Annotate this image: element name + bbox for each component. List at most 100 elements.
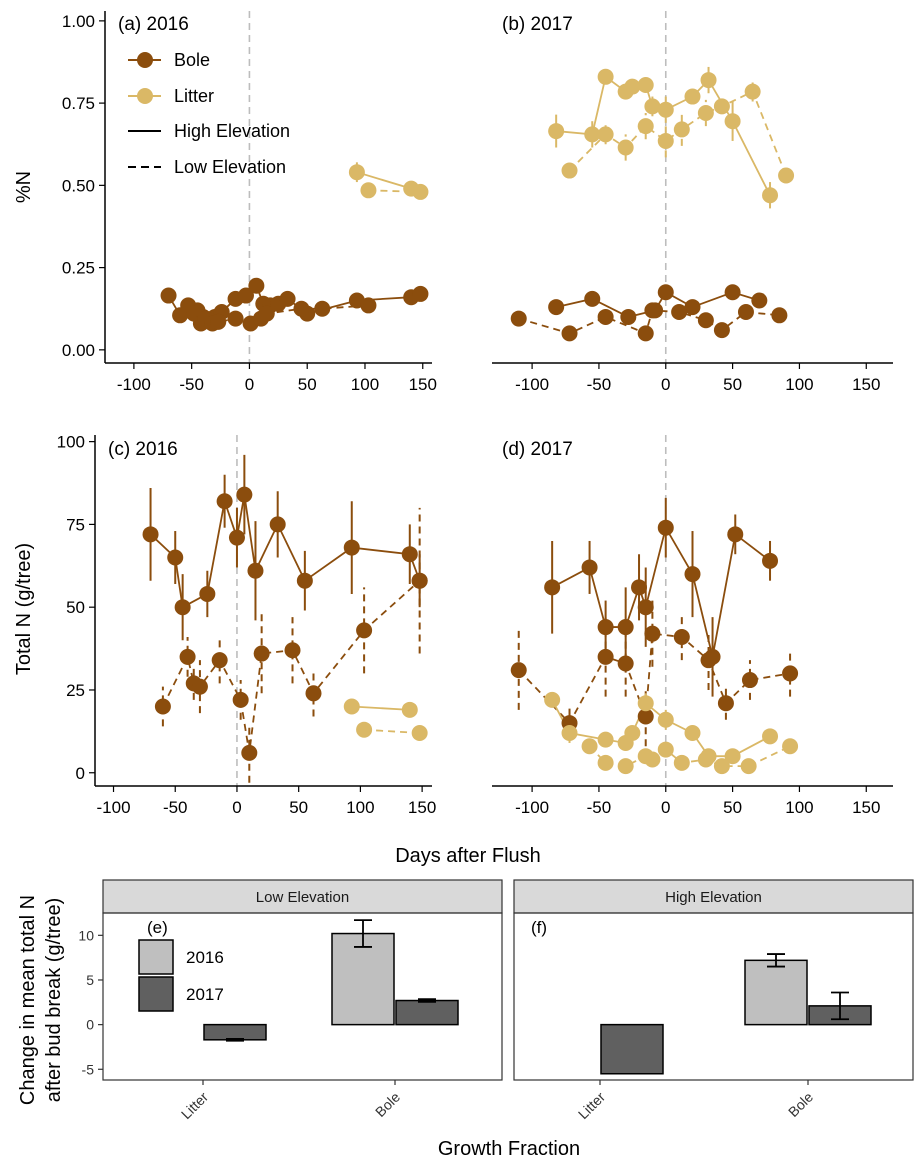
data-point [751, 292, 768, 309]
data-point [227, 310, 244, 327]
bar [331, 932, 395, 1026]
data-point [597, 308, 614, 325]
data-point [671, 304, 688, 321]
data-point [700, 652, 717, 669]
data-point [644, 302, 661, 319]
x-tick-label: -50 [179, 375, 204, 394]
y-tick-label: 5 [86, 972, 94, 988]
data-point [762, 552, 779, 569]
data-point [637, 708, 654, 725]
data-point [597, 648, 614, 665]
data-point [581, 559, 598, 576]
panel-tag: (c) 2016 [108, 439, 178, 460]
data-point [644, 625, 661, 642]
facet-strip-label: Low Elevation [256, 889, 349, 906]
mid-x-label: Days after Flush [395, 845, 541, 867]
y-tick-label: 25 [66, 681, 85, 700]
data-point [637, 325, 654, 342]
y-tick-label: 0.50 [62, 176, 95, 195]
series-line [356, 171, 412, 190]
data-point [782, 665, 799, 682]
y-tick-label: 0 [86, 1017, 94, 1033]
data-point [762, 187, 779, 204]
x-tick-label: 100 [351, 375, 379, 394]
data-point [360, 297, 377, 314]
x-tick-label: 50 [298, 375, 317, 394]
data-point [657, 101, 674, 118]
data-point [401, 701, 418, 718]
data-point [617, 619, 634, 636]
data-point [782, 738, 799, 755]
data-point [697, 104, 714, 121]
data-point [637, 118, 654, 135]
bar [744, 959, 808, 1026]
data-point [284, 642, 301, 659]
x-tick-label: 100 [785, 375, 813, 394]
data-point [657, 519, 674, 536]
data-point [232, 691, 249, 708]
x-tick-label: 50 [723, 798, 742, 817]
data-point [544, 691, 561, 708]
data-point [412, 183, 429, 200]
y-tick-label: 0.75 [62, 94, 95, 113]
data-point [637, 695, 654, 712]
series-line [364, 728, 420, 734]
legend-2017-label: 2017 [186, 985, 224, 1004]
data-point [684, 299, 701, 316]
data-point [228, 529, 245, 546]
x-tick-label: 150 [409, 375, 437, 394]
data-point [544, 579, 561, 596]
legend-bole-label: Bole [174, 50, 210, 70]
data-point [412, 285, 429, 302]
data-point [657, 284, 674, 301]
data-point [713, 758, 730, 775]
data-point [236, 486, 253, 503]
data-point [247, 562, 264, 579]
data-point [584, 126, 601, 143]
bar-y-label-line2: after bud break (g/tree) [43, 898, 65, 1103]
bar-legend: 2016 2017 [138, 939, 224, 1012]
data-point [697, 312, 714, 329]
data-point [713, 98, 730, 115]
data-point [160, 287, 177, 304]
data-point [724, 748, 741, 765]
data-point [248, 277, 265, 294]
data-point [411, 572, 428, 589]
data-point [684, 88, 701, 105]
bar [600, 1023, 664, 1075]
data-point [657, 711, 674, 728]
data-point [637, 599, 654, 616]
data-point [724, 113, 741, 130]
x-tick-label: 150 [852, 798, 880, 817]
data-point [348, 164, 365, 181]
panel-d: -100 -50 0 50 100 150 (d) 2017 [492, 435, 893, 817]
x-tick-label: 100 [785, 798, 813, 817]
series-line [162, 580, 421, 754]
bar [203, 1023, 267, 1041]
data-point [673, 121, 690, 138]
y-tick-label: 100 [57, 433, 85, 452]
data-point [356, 622, 373, 639]
data-point [191, 678, 208, 695]
y-tick-label: 0 [76, 764, 85, 783]
panel-c: -100 -50 0 50 100 150 0 25 50 75 100 (c) 2016 [57, 433, 437, 817]
line-legend: Bole Litter High Elevation Low Elevation [128, 50, 290, 177]
data-point [624, 78, 641, 95]
data-point [241, 744, 258, 761]
data-point [343, 698, 360, 715]
top-y-label: %N [13, 171, 35, 203]
data-point [269, 516, 286, 533]
series-line [551, 525, 771, 658]
data-point [740, 758, 757, 775]
data-point [597, 619, 614, 636]
x-tick-label: -100 [97, 798, 131, 817]
data-point [673, 754, 690, 771]
x-tick-label: 100 [346, 798, 374, 817]
data-point [293, 300, 310, 317]
x-tick-label: 150 [408, 798, 436, 817]
data-point [210, 313, 227, 330]
x-tick-label: 0 [661, 798, 670, 817]
data-point [343, 539, 360, 556]
data-point [401, 546, 418, 563]
x-tick-label: -100 [515, 375, 549, 394]
